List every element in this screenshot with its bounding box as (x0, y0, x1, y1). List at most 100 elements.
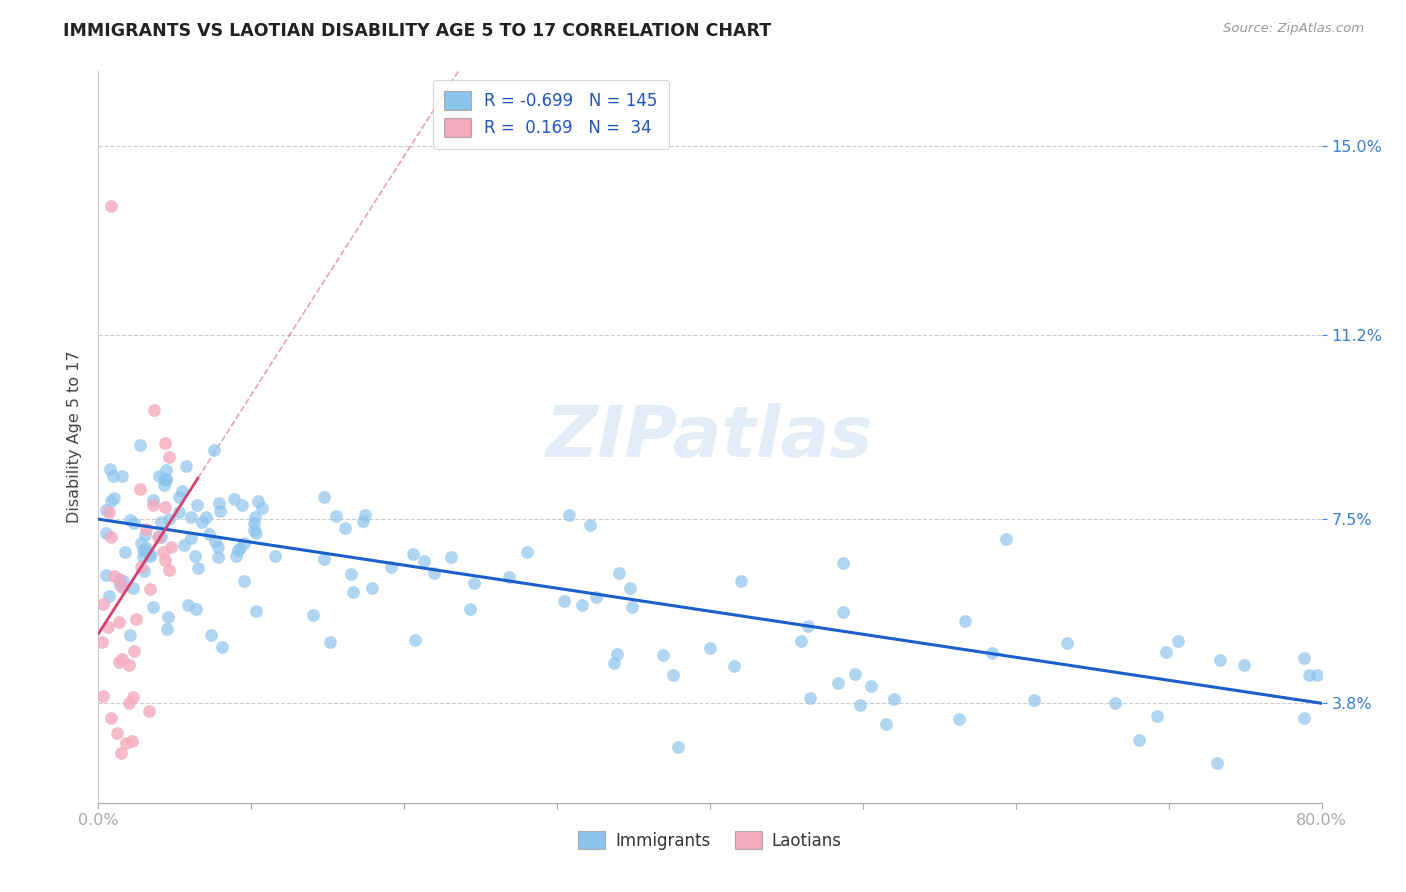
Point (122, 516, 145, 530)
Point (129, 482, 152, 496)
Point (180, 509, 202, 524)
Point (180, 531, 202, 545)
Point (103, 491, 125, 505)
Point (222, 491, 245, 506)
Point (606, 647, 628, 661)
Point (94, 568, 117, 582)
Point (155, 473, 177, 487)
Point (108, 615, 131, 629)
Point (97, 620, 120, 634)
Point (1128, 733, 1150, 747)
Point (859, 679, 882, 693)
Point (111, 652, 134, 666)
Point (225, 549, 247, 563)
Point (153, 436, 176, 450)
Text: Source: ZipAtlas.com: Source: ZipAtlas.com (1223, 22, 1364, 36)
Point (173, 538, 195, 552)
Point (342, 585, 364, 599)
Point (103, 469, 125, 483)
Point (243, 523, 266, 537)
Point (619, 581, 641, 595)
Point (699, 640, 721, 655)
Point (319, 634, 342, 648)
Point (832, 605, 855, 619)
Point (132, 542, 155, 557)
Point (412, 554, 434, 568)
Point (953, 614, 976, 628)
Point (138, 704, 160, 718)
Point (191, 515, 214, 529)
Point (108, 572, 131, 586)
Point (129, 536, 152, 550)
Point (107, 573, 129, 587)
Point (118, 628, 141, 642)
Point (264, 549, 287, 563)
Point (115, 736, 138, 750)
Point (153, 472, 176, 486)
Point (98, 590, 121, 604)
Point (948, 712, 970, 726)
Point (139, 582, 162, 597)
Point (1298, 668, 1320, 682)
Point (108, 578, 131, 592)
Point (1205, 756, 1227, 771)
Point (352, 514, 374, 528)
Point (340, 567, 363, 582)
Point (134, 564, 156, 578)
Point (202, 442, 225, 457)
Point (100, 711, 122, 725)
Point (211, 640, 233, 654)
Point (243, 516, 266, 530)
Point (1292, 651, 1315, 665)
Point (134, 527, 156, 541)
Point (153, 477, 176, 491)
Point (789, 633, 811, 648)
Point (148, 529, 170, 543)
Point (100, 199, 122, 213)
Point (112, 574, 135, 589)
Point (516, 545, 538, 559)
Point (131, 560, 153, 574)
Point (1209, 653, 1232, 667)
Point (98, 505, 121, 519)
Point (186, 498, 208, 512)
Point (797, 619, 820, 633)
Point (110, 746, 132, 760)
Point (91, 597, 114, 611)
Point (157, 563, 180, 577)
Point (226, 542, 249, 557)
Point (100, 530, 122, 544)
Point (1154, 645, 1177, 659)
Point (208, 496, 231, 510)
Point (204, 534, 226, 549)
Point (245, 604, 267, 618)
Point (120, 513, 142, 527)
Text: IMMIGRANTS VS LAOTIAN DISABILITY AGE 5 TO 17 CORRELATION CHART: IMMIGRANTS VS LAOTIAN DISABILITY AGE 5 T… (63, 22, 772, 40)
Point (621, 600, 644, 615)
Point (200, 628, 222, 642)
Point (170, 483, 193, 498)
Point (232, 536, 254, 550)
Point (666, 739, 689, 754)
Point (458, 601, 481, 615)
Point (423, 566, 446, 581)
Point (585, 591, 607, 605)
Point (607, 566, 630, 581)
Point (139, 547, 162, 561)
Point (558, 508, 581, 523)
Point (135, 523, 157, 537)
Point (207, 549, 229, 564)
Point (114, 545, 136, 559)
Point (121, 733, 143, 747)
Point (177, 598, 200, 612)
Point (187, 561, 209, 575)
Point (186, 602, 208, 616)
Point (94, 503, 117, 517)
Point (148, 530, 170, 544)
Point (149, 530, 172, 544)
Point (155, 463, 177, 477)
Point (247, 493, 270, 508)
Point (167, 505, 190, 519)
Point (1146, 709, 1168, 723)
Point (195, 509, 218, 524)
